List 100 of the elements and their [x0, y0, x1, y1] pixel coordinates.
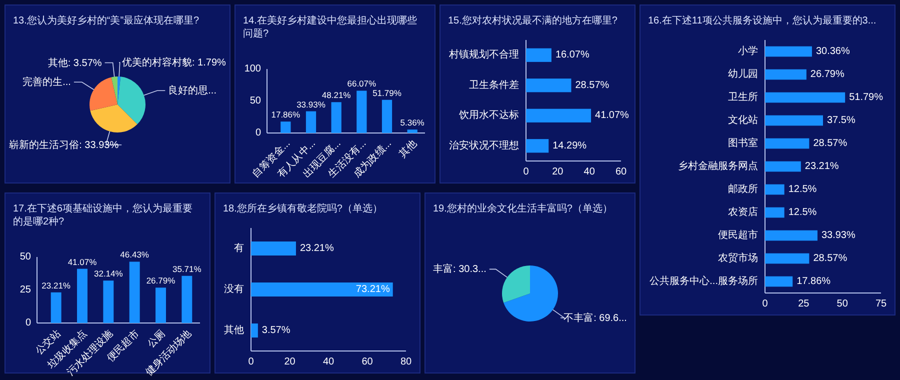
- chart-title: 15.您对农村状况最不满的地方在哪里?: [448, 14, 618, 26]
- data-label: 30.36%: [816, 46, 850, 57]
- y-tick-label: 卫生条件差: [469, 78, 519, 91]
- chart-title: 17.在下述6项基础设施中，您认为最重要的是哪2种?: [13, 202, 192, 228]
- x-tick-label: 40: [584, 166, 596, 178]
- bar: [765, 207, 784, 218]
- data-label: 35.71%: [172, 264, 202, 274]
- bar: [129, 262, 140, 323]
- y-tick-label: 没有: [224, 283, 244, 295]
- data-label: 51.79%: [849, 92, 884, 103]
- x-tick-label: 60: [362, 356, 374, 368]
- bar: [356, 90, 367, 133]
- bar: [765, 161, 801, 172]
- data-label: 32.14%: [94, 268, 124, 279]
- data-label: 23.21%: [804, 161, 839, 172]
- bar: [765, 138, 810, 149]
- data-label: 23.21%: [42, 280, 71, 290]
- data-label: 48.21%: [322, 90, 352, 100]
- data-label: 3.57%: [262, 325, 290, 336]
- x-tick-label: 公厕: [145, 327, 168, 350]
- pie-slice: [502, 266, 530, 303]
- data-label: 26.79%: [810, 69, 844, 80]
- data-label: 5.36%: [400, 118, 425, 128]
- bar: [765, 184, 784, 195]
- y-tick-label: 幼儿园: [728, 68, 758, 80]
- data-label: 41.07%: [595, 110, 630, 122]
- data-label: 73.21%: [356, 284, 390, 295]
- slice-label: 不丰富: 69.6...: [564, 311, 627, 324]
- y-tick-label: 文化站: [728, 114, 758, 126]
- x-tick-label: 25: [798, 298, 810, 310]
- chart-title: 19.您村的业余文化生活丰富吗?（单选）: [433, 202, 612, 214]
- x-tick-label: 60: [615, 166, 627, 178]
- y-tick-label: 农贸市场: [718, 252, 758, 264]
- bar: [280, 122, 291, 133]
- y-tick-label: 饮用水不达标: [458, 109, 519, 122]
- bar: [526, 108, 592, 122]
- chart-title: 13.您认为美好乡村的“美”最应体现在哪里?: [13, 14, 200, 26]
- y-tick-label: 100: [244, 64, 262, 74]
- x-tick-label: 0: [762, 298, 768, 310]
- y-tick-label: 公共服务中心...服务场所: [650, 275, 758, 287]
- bar: [251, 242, 296, 256]
- x-tick-label: 80: [400, 356, 412, 368]
- y-tick-label: 25: [20, 284, 32, 296]
- x-tick-label: 40: [322, 356, 334, 368]
- data-label: 28.57%: [813, 138, 848, 149]
- data-label: 17.86%: [271, 110, 301, 120]
- data-label: 16.07%: [555, 50, 590, 61]
- data-label: 66.07%: [347, 78, 377, 89]
- slice-label: 崭新的生活习俗: 33.93%: [9, 138, 119, 150]
- x-tick-label: 75: [875, 298, 887, 310]
- y-tick-label: 图书室: [728, 137, 758, 149]
- y-tick-label: 50: [250, 96, 262, 106]
- pie-slice: [118, 76, 121, 104]
- y-tick-label: 卫生所: [728, 91, 758, 103]
- data-label: 46.43%: [120, 250, 150, 260]
- bar: [251, 282, 393, 296]
- bar: [331, 102, 342, 133]
- y-tick-label: 0: [255, 128, 262, 138]
- pie-slice: [118, 76, 146, 124]
- y-tick-label: 小学: [738, 45, 758, 57]
- slice-label: 其他: 3.57%: [48, 56, 102, 68]
- slice-label: 丰富: 30.3...: [433, 262, 486, 275]
- bar: [77, 268, 88, 323]
- bar: [251, 324, 258, 338]
- data-label: 17.86%: [796, 276, 831, 287]
- y-tick-label: 有: [234, 242, 244, 254]
- x-tick-label: 50: [836, 298, 848, 310]
- data-label: 28.57%: [575, 80, 610, 91]
- data-label: 14.29%: [552, 140, 587, 152]
- bar: [526, 139, 549, 153]
- x-tick-label: 0: [523, 166, 530, 178]
- y-tick-label: 治安状况不理想: [449, 139, 519, 152]
- x-tick-label: 20: [552, 166, 564, 178]
- pie-slice: [111, 76, 118, 104]
- chart-title: 18.您所在乡镇有敬老院吗?（单选）: [223, 202, 382, 214]
- slice-label: 完善的生...: [22, 76, 71, 88]
- pie-slice: [90, 77, 118, 111]
- bar: [526, 78, 572, 92]
- data-label: 51.79%: [372, 88, 402, 98]
- bar: [765, 69, 806, 80]
- y-tick-label: 村镇规划不合理: [448, 48, 519, 61]
- bar: [765, 230, 818, 241]
- bar: [306, 111, 316, 133]
- data-label: 23.21%: [300, 243, 334, 254]
- bar: [407, 130, 418, 133]
- data-label: 41.07%: [68, 256, 98, 267]
- bar: [765, 253, 810, 264]
- bar: [382, 100, 392, 133]
- data-label: 26.79%: [146, 276, 176, 286]
- x-tick-label: 其他: [396, 137, 420, 160]
- chart-title: 14.在美好乡村建设中您最担心出现哪些问题?: [243, 14, 417, 40]
- slice-label: 良好的思...: [168, 84, 216, 96]
- data-label: 12.5%: [788, 184, 817, 195]
- bar: [765, 92, 846, 103]
- data-label: 33.93%: [296, 99, 326, 110]
- y-tick-label: 便民超市: [718, 229, 758, 241]
- y-tick-label: 50: [20, 252, 32, 262]
- data-label: 33.93%: [821, 230, 856, 241]
- y-tick-label: 0: [25, 318, 32, 328]
- pie-slice: [504, 266, 558, 322]
